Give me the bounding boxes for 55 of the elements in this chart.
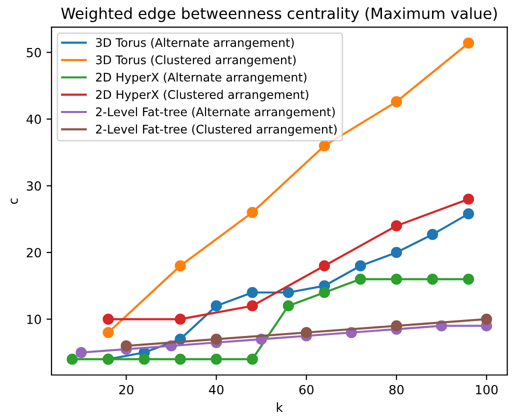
point <box>426 274 438 285</box>
point <box>174 260 186 272</box>
point <box>462 194 474 205</box>
x-axis-title: k <box>276 402 283 412</box>
legend-label: 2D HyperX (Alternate arrangement) <box>96 72 306 84</box>
point <box>102 326 114 338</box>
point <box>102 314 114 325</box>
point <box>390 220 402 232</box>
point <box>318 286 330 298</box>
point <box>462 37 474 49</box>
chart-title: Weighted edge betweenness centrality (Maximum value) <box>61 7 497 22</box>
point <box>481 314 492 325</box>
y-tick-label: 30 <box>26 181 41 191</box>
point <box>76 346 87 358</box>
point <box>66 354 78 365</box>
legend-label: 2-Level Fat-tree (Alternate arrangement) <box>96 107 335 119</box>
x-tick-label: 80 <box>389 384 404 394</box>
x-tick-label: 20 <box>119 384 134 394</box>
point <box>210 334 222 345</box>
point <box>210 354 222 365</box>
legend-label: 2-Level Fat-tree (Clustered arrangement) <box>96 124 337 136</box>
point <box>282 286 294 298</box>
point <box>246 206 258 218</box>
point <box>282 300 294 312</box>
point <box>390 274 402 285</box>
point <box>390 96 402 108</box>
point <box>426 228 438 240</box>
point <box>174 314 186 325</box>
point <box>174 354 186 365</box>
point <box>354 260 366 272</box>
point <box>246 286 258 298</box>
point <box>246 300 258 312</box>
point <box>300 326 312 338</box>
point <box>138 354 150 365</box>
x-tick-label: 60 <box>299 384 314 394</box>
point <box>390 320 402 332</box>
point <box>462 274 474 285</box>
x-tick-label: 100 <box>476 384 498 394</box>
y-tick-label: 50 <box>26 48 41 58</box>
point <box>210 300 222 312</box>
point <box>390 246 402 258</box>
y-tick-label: 10 <box>27 314 41 324</box>
y-axis-title: c <box>10 198 18 204</box>
legend-label: 3D Torus (Alternate arrangement) <box>96 38 294 50</box>
point <box>318 140 330 152</box>
point <box>354 274 366 285</box>
point <box>120 340 132 352</box>
point <box>318 260 330 272</box>
legend-label: 3D Torus (Clustered arrangement) <box>96 55 296 67</box>
point <box>246 354 258 365</box>
x-tick-label: 40 <box>208 384 224 394</box>
point <box>462 208 474 220</box>
legend-label: 2D HyperX (Clustered arrangement) <box>96 90 308 102</box>
y-tick-label: 20 <box>26 248 41 258</box>
y-tick-label: 40 <box>26 114 41 124</box>
